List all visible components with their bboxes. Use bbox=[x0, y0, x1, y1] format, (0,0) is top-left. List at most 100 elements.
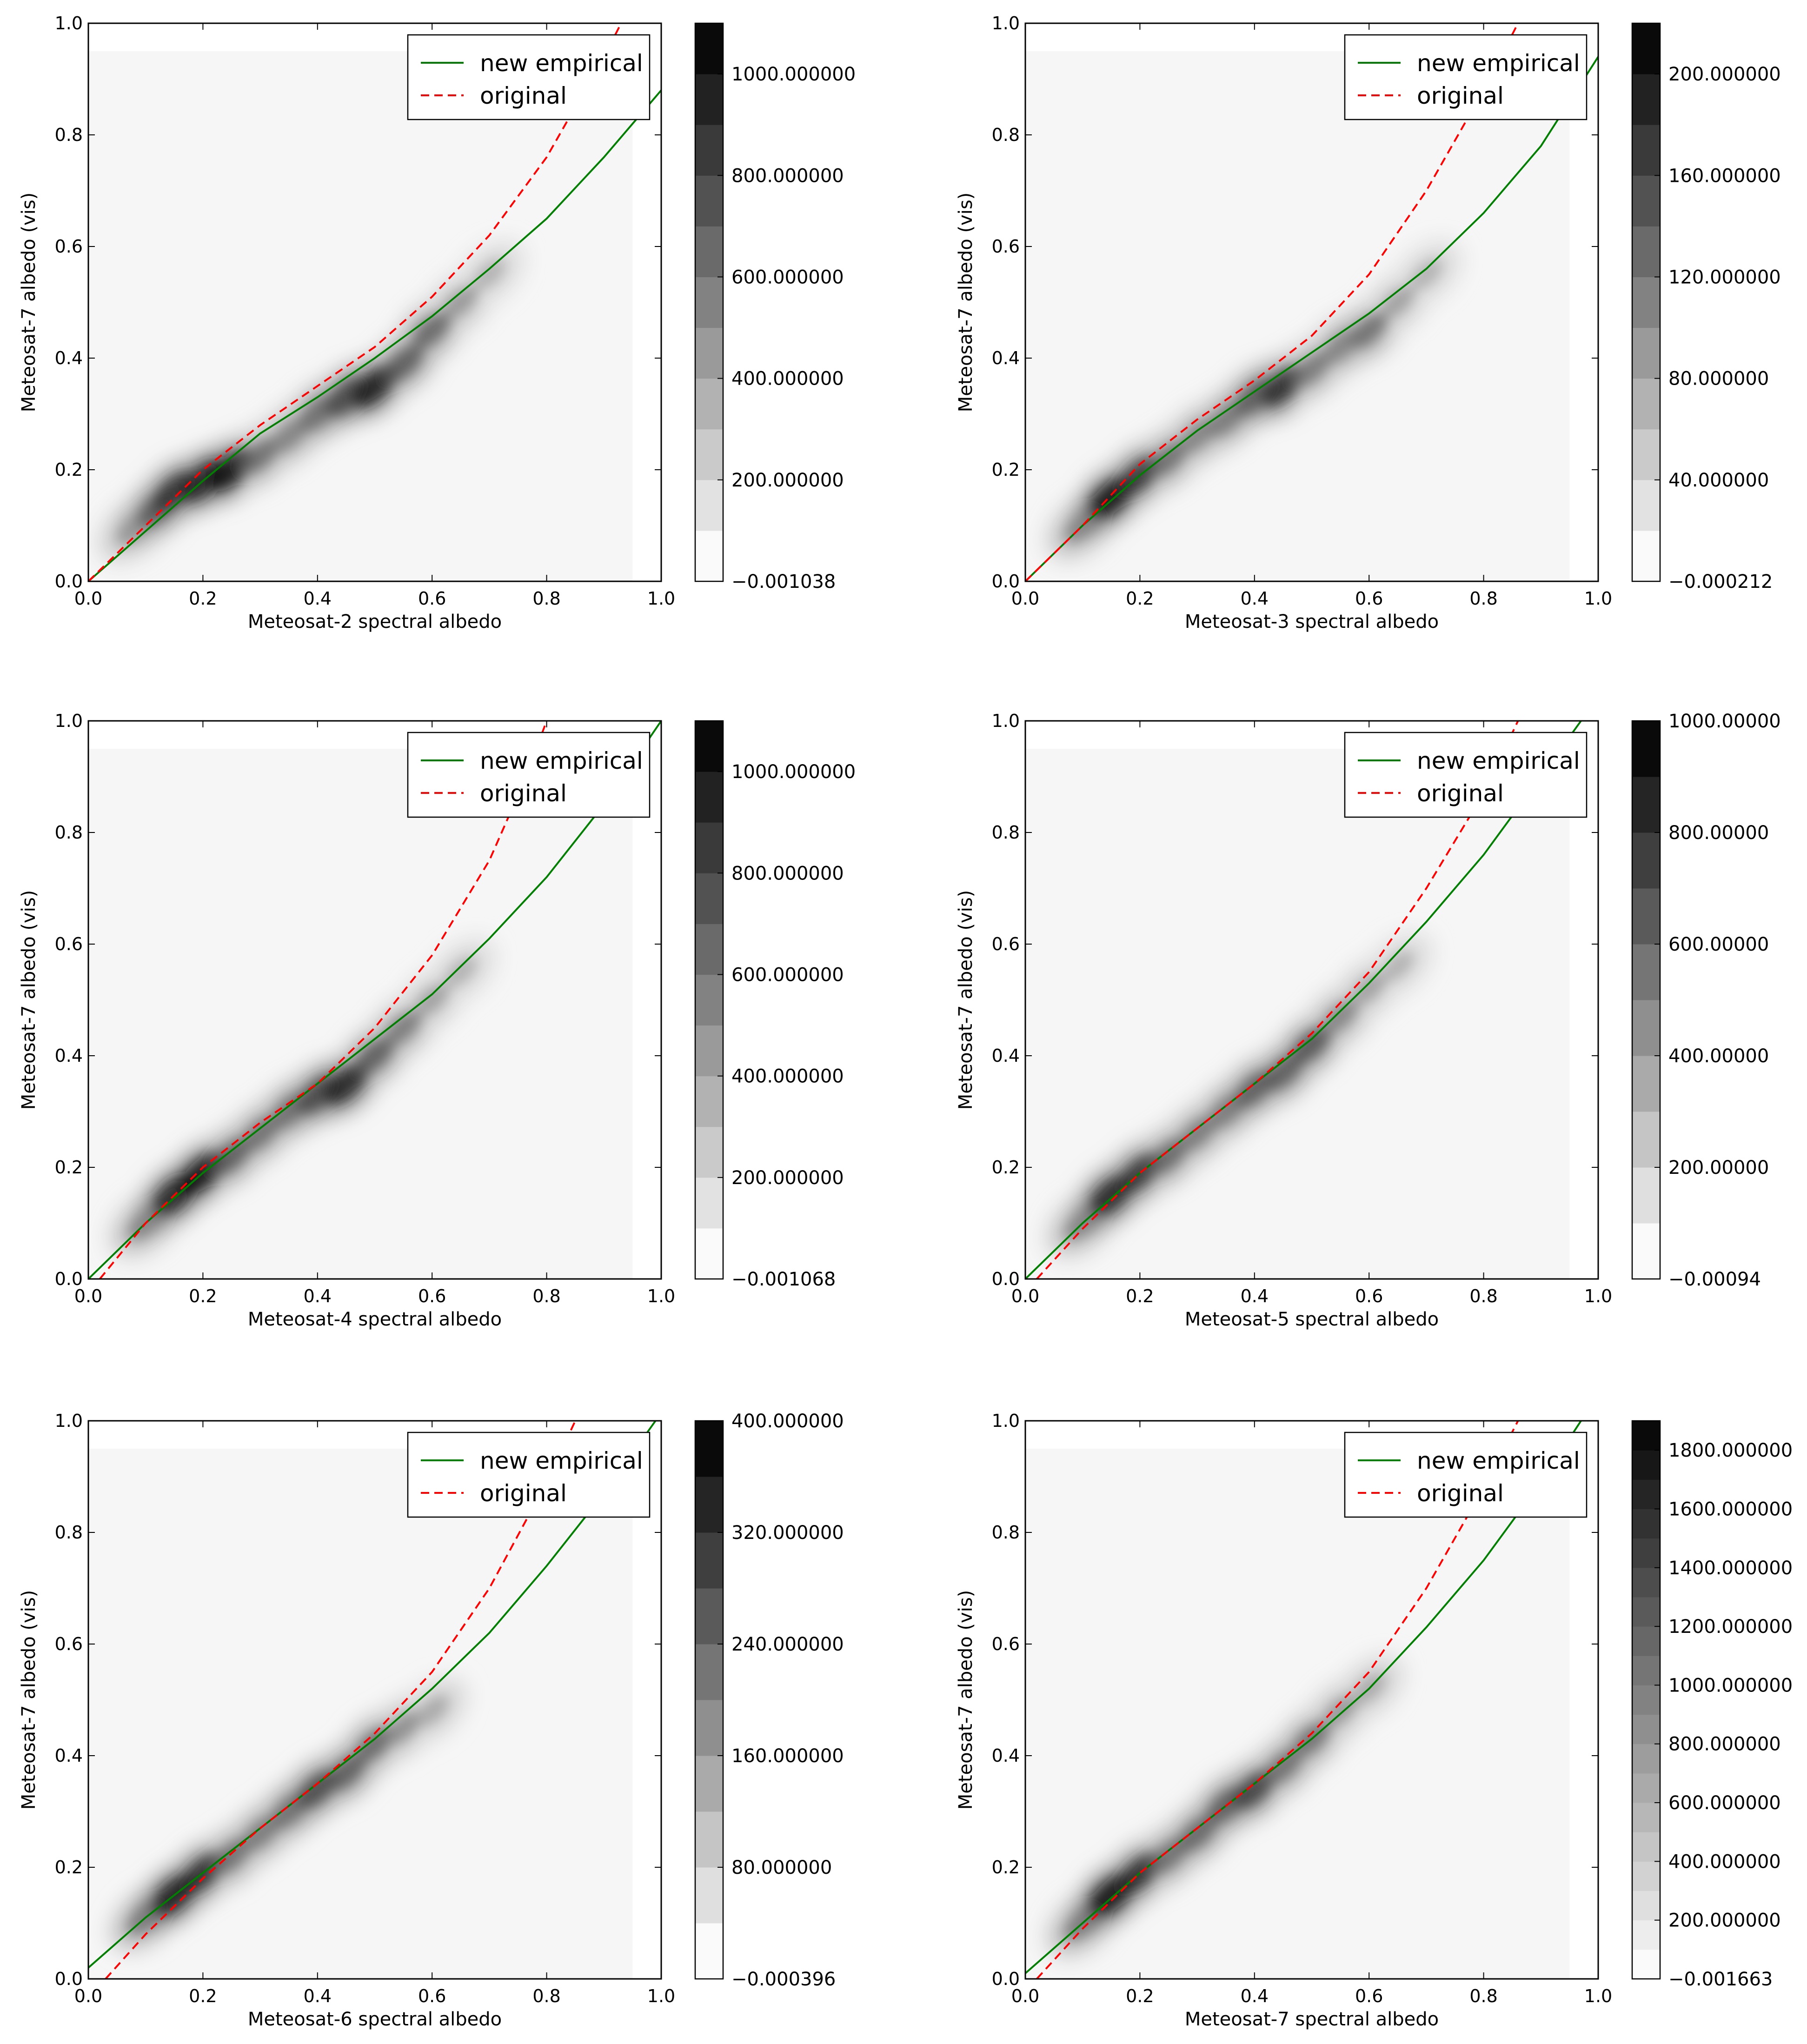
panel-4-x-tick-label-5: 1.0 bbox=[1584, 1286, 1612, 1306]
panel-6-colorbar-band-0 bbox=[1632, 1949, 1660, 1979]
panel-6-colorbar-label-9: 1800.000000 bbox=[1668, 1440, 1793, 1461]
panel-2-y-tick-label-2: 0.4 bbox=[992, 348, 1020, 368]
panel-1-colorbar-band-3 bbox=[695, 378, 723, 430]
panel-3-x-axis-label: Meteosat-4 spectral albedo bbox=[248, 1309, 502, 1330]
panel-4-series-original bbox=[1036, 721, 1519, 1279]
panel-6-legend: new empirical original bbox=[1344, 1431, 1588, 1518]
panel-6-x-tick-label-5: 1.0 bbox=[1584, 1986, 1612, 2006]
panel-6-colorbar-band-9 bbox=[1632, 1685, 1660, 1715]
panel-6-colorbar-band-16 bbox=[1632, 1479, 1660, 1509]
panel-2-y-tick-label-1: 0.2 bbox=[992, 459, 1020, 480]
panel-4-legend-label-new: new empirical bbox=[1417, 747, 1580, 774]
panel-2-colorbar-label-0: −0.000212 bbox=[1668, 571, 1773, 593]
panel-5-colorbar-label-5: 400.000000 bbox=[731, 1411, 844, 1432]
panel-1-density-core-11 bbox=[412, 312, 452, 349]
panel-4-colorbar-band-2 bbox=[1632, 1112, 1660, 1168]
panel-5-colorbar-band-0 bbox=[695, 1923, 723, 1979]
panel-3-colorbar-band-8 bbox=[695, 822, 723, 873]
panel-3-density-core-9 bbox=[385, 1010, 422, 1045]
panel-3-colorbar-band-9 bbox=[695, 772, 723, 823]
panel-3-colorbar-band-5 bbox=[695, 974, 723, 1026]
panel-6-colorbar-label-2: 400.000000 bbox=[1668, 1851, 1781, 1872]
panel-5-y-tick-label-2: 0.4 bbox=[55, 1745, 83, 1766]
panel-2-colorbar-band-10 bbox=[1632, 23, 1660, 74]
panel-4-x-tick-label-1: 0.2 bbox=[1126, 1286, 1154, 1306]
panel-2-colorbar-band-5 bbox=[1632, 277, 1660, 328]
panel-2-y-tick-label-5: 1.0 bbox=[992, 13, 1020, 33]
panel-4-colorbar-band-0 bbox=[1632, 1223, 1660, 1279]
panel-4-colorbar-band-7 bbox=[1632, 832, 1660, 889]
panel-4-colorbar: −0.00094 200.00000 400.00000 600.00000 800.0… bbox=[1631, 711, 1781, 1290]
panel-5-colorbar-label-4: 320.000000 bbox=[731, 1522, 844, 1544]
panel-4-colorbar-band-4 bbox=[1632, 1000, 1660, 1056]
panel-1-x-tick-label-3: 0.6 bbox=[418, 588, 446, 609]
panel-1-colorbar-band-1 bbox=[695, 479, 723, 531]
panel-4-colorbar-band-5 bbox=[1632, 944, 1660, 1000]
panel-5-density-core-8 bbox=[355, 1726, 394, 1763]
panel-5-colorbar-band-4 bbox=[695, 1700, 723, 1756]
panel-4-legend-label-original: original bbox=[1417, 780, 1504, 807]
panel-3-x-tick-label-0: 0.0 bbox=[74, 1286, 102, 1306]
panel-1-colorbar-label-1: 200.000000 bbox=[731, 470, 844, 491]
panel-3-colorbar-band-0 bbox=[695, 1228, 723, 1279]
panel-3-density-core-11 bbox=[444, 957, 477, 987]
panel-1: 0.0 0.2 0.4 0.6 0.8 1.0 0.0 0.2 0.4 0.6 0.8 1.0 Mete… bbox=[18, 13, 856, 633]
panel-2-colorbar-band-1 bbox=[1632, 479, 1660, 531]
panel-1-density-core-4 bbox=[209, 448, 254, 491]
panel-2-legend-box bbox=[1344, 34, 1588, 120]
panel-5-density-core-7 bbox=[326, 1754, 366, 1791]
panel-3-density-core-7 bbox=[324, 1063, 368, 1105]
panel-3-legend-label-new: new empirical bbox=[480, 747, 643, 774]
panel-1-colorbar-frame bbox=[694, 22, 724, 582]
panel-4-density-core-9 bbox=[1322, 999, 1359, 1034]
panel-4-x-axis-label: Meteosat-5 spectral albedo bbox=[1185, 1309, 1439, 1330]
panel-6-x-axis-label: Meteosat-7 spectral albedo bbox=[1185, 2009, 1439, 2030]
panel-6-colorbar-band-10 bbox=[1632, 1656, 1660, 1685]
panel-3-axes-frame bbox=[87, 720, 662, 1280]
panel-4-colorbar-label-5: 1000.00000 bbox=[1668, 711, 1781, 732]
panel-2-colorbar: −0.000212 40.000000 80.000000 120.000000 160… bbox=[1631, 22, 1781, 593]
panel-6-density-core-7 bbox=[1264, 1749, 1302, 1785]
panel-6-colorbar-label-7: 1400.000000 bbox=[1668, 1558, 1793, 1579]
panel-3-x-tick-label-5: 1.0 bbox=[647, 1286, 675, 1306]
panel-3-colorbar-label-0: −0.001068 bbox=[731, 1269, 836, 1290]
panel-1-density-core-5 bbox=[241, 438, 279, 474]
panel-1-y-tick-label-3: 0.6 bbox=[55, 236, 83, 257]
panel-6-density-core-4 bbox=[1178, 1815, 1217, 1852]
panel-4-density-core-7 bbox=[1263, 1054, 1303, 1091]
panel-1-x-tick-label-5: 1.0 bbox=[647, 588, 675, 609]
panel-6-y-tick-label-1: 0.2 bbox=[992, 1857, 1020, 1878]
panel-1-colorbar-label-5: 1000.000000 bbox=[731, 64, 856, 85]
panel-1-colorbar-band-9 bbox=[695, 74, 723, 125]
panel-2-colorbar-band-6 bbox=[1632, 226, 1660, 277]
panel-1-colorbar: −0.001038 200.000000 400.000000 600.000000 8… bbox=[694, 22, 856, 593]
panel-6-colorbar-band-3 bbox=[1632, 1861, 1660, 1891]
panel-5-density-core-9 bbox=[385, 1711, 421, 1744]
panel-4-colorbar-label-4: 800.00000 bbox=[1668, 822, 1769, 844]
panel-6-x-tick-label-1: 0.2 bbox=[1126, 1986, 1154, 2006]
panel-4-density-core-4 bbox=[1178, 1116, 1216, 1152]
panel-1-colorbar-band-10 bbox=[695, 23, 723, 74]
panel-2-colorbar-band-7 bbox=[1632, 175, 1660, 226]
panel-3-density-core-4 bbox=[241, 1116, 279, 1152]
panel-1-y-axis-label: Meteosat-7 albedo (vis) bbox=[18, 193, 40, 413]
panel-5-y-tick-label-4: 0.8 bbox=[55, 1522, 83, 1543]
panel-5-colorbar-band-3 bbox=[695, 1756, 723, 1812]
panel-6-colorbar-band-17 bbox=[1632, 1450, 1660, 1480]
panel-2-y-axis-label: Meteosat-7 albedo (vis) bbox=[955, 193, 977, 413]
panel-1-legend: new empirical original bbox=[407, 34, 651, 120]
panel-5-legend-label-new: new empirical bbox=[480, 1447, 643, 1474]
panel-2-colorbar-band-2 bbox=[1632, 429, 1660, 480]
panel-2-colorbar-band-3 bbox=[1632, 378, 1660, 430]
panel-3-colorbar-label-3: 600.000000 bbox=[731, 964, 844, 985]
panel-2-series-new-empirical bbox=[1025, 56, 1598, 581]
panel-3-colorbar-label-5: 1000.000000 bbox=[731, 761, 856, 783]
panel-1-y-tick-label-4: 0.8 bbox=[55, 125, 83, 145]
panel-2-x-tick-label-5: 1.0 bbox=[1584, 588, 1612, 609]
panel-3-density-core-3 bbox=[212, 1138, 252, 1175]
panel-4-density-core-11 bbox=[1381, 951, 1414, 982]
panel-1-colorbar-label-2: 400.000000 bbox=[731, 368, 844, 390]
panel-6-colorbar-band-18 bbox=[1632, 1421, 1660, 1451]
panel-3-colorbar-band-1 bbox=[695, 1177, 723, 1229]
panel-4-x-tick-label-0: 0.0 bbox=[1011, 1286, 1039, 1306]
